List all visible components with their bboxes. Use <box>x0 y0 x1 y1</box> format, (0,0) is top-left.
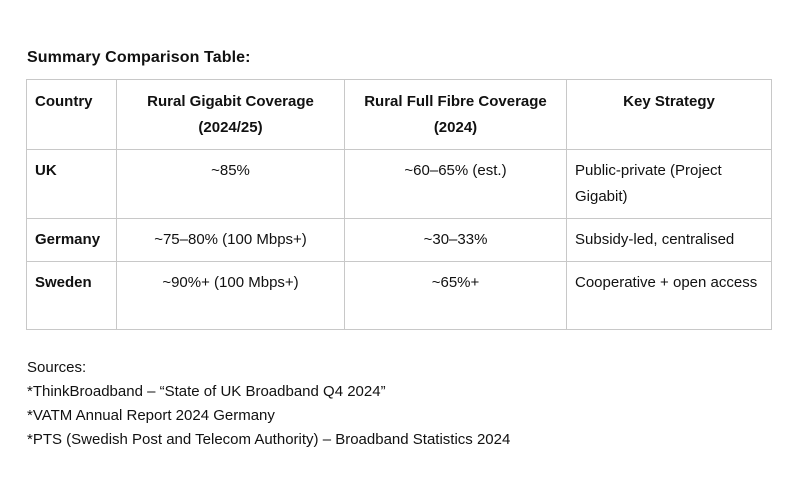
cell-gigabit-coverage: ~90%+ (100 Mbps+) <box>116 261 345 330</box>
sources-heading: Sources: <box>27 359 87 376</box>
cell-country: Sweden <box>26 261 117 330</box>
header-rural-full-fibre-coverage: Rural Full Fibre Coverage (2024) <box>344 79 567 150</box>
cell-key-strategy: Cooperative + open access <box>566 261 772 330</box>
table-row: Sweden ~90%+ (100 Mbps+) ~65%+ Cooperati… <box>26 261 772 330</box>
table-header-row: Country Rural Gigabit Coverage (2024/25)… <box>26 79 772 150</box>
cell-country: UK <box>26 149 117 219</box>
cell-fibre-coverage: ~60–65% (est.) <box>344 149 567 219</box>
sources-section: Sources: *ThinkBroadband – “State of UK … <box>27 356 510 452</box>
comparison-table: Country Rural Gigabit Coverage (2024/25)… <box>26 79 772 330</box>
header-rural-gigabit-coverage: Rural Gigabit Coverage (2024/25) <box>116 79 345 150</box>
cell-fibre-coverage: ~30–33% <box>344 218 567 262</box>
cell-fibre-coverage: ~65%+ <box>344 261 567 330</box>
document-title: Summary Comparison Table: <box>27 49 251 66</box>
source-item: *ThinkBroadband – “State of UK Broadband… <box>27 383 386 400</box>
cell-gigabit-coverage: ~75–80% (100 Mbps+) <box>116 218 345 262</box>
source-item: *VATM Annual Report 2024 Germany <box>27 407 275 424</box>
cell-gigabit-coverage: ~85% <box>116 149 345 219</box>
cell-key-strategy: Subsidy-led, centralised <box>566 218 772 262</box>
cell-country: Germany <box>26 218 117 262</box>
table-row: UK ~85% ~60–65% (est.) Public-private (P… <box>26 149 772 219</box>
header-key-strategy: Key Strategy <box>566 79 772 150</box>
cell-key-strategy: Public-private (Project Gigabit) <box>566 149 772 219</box>
table-row: Germany ~75–80% (100 Mbps+) ~30–33% Subs… <box>26 218 772 262</box>
source-item: *PTS (Swedish Post and Telecom Authority… <box>27 431 511 448</box>
header-country: Country <box>26 79 117 150</box>
